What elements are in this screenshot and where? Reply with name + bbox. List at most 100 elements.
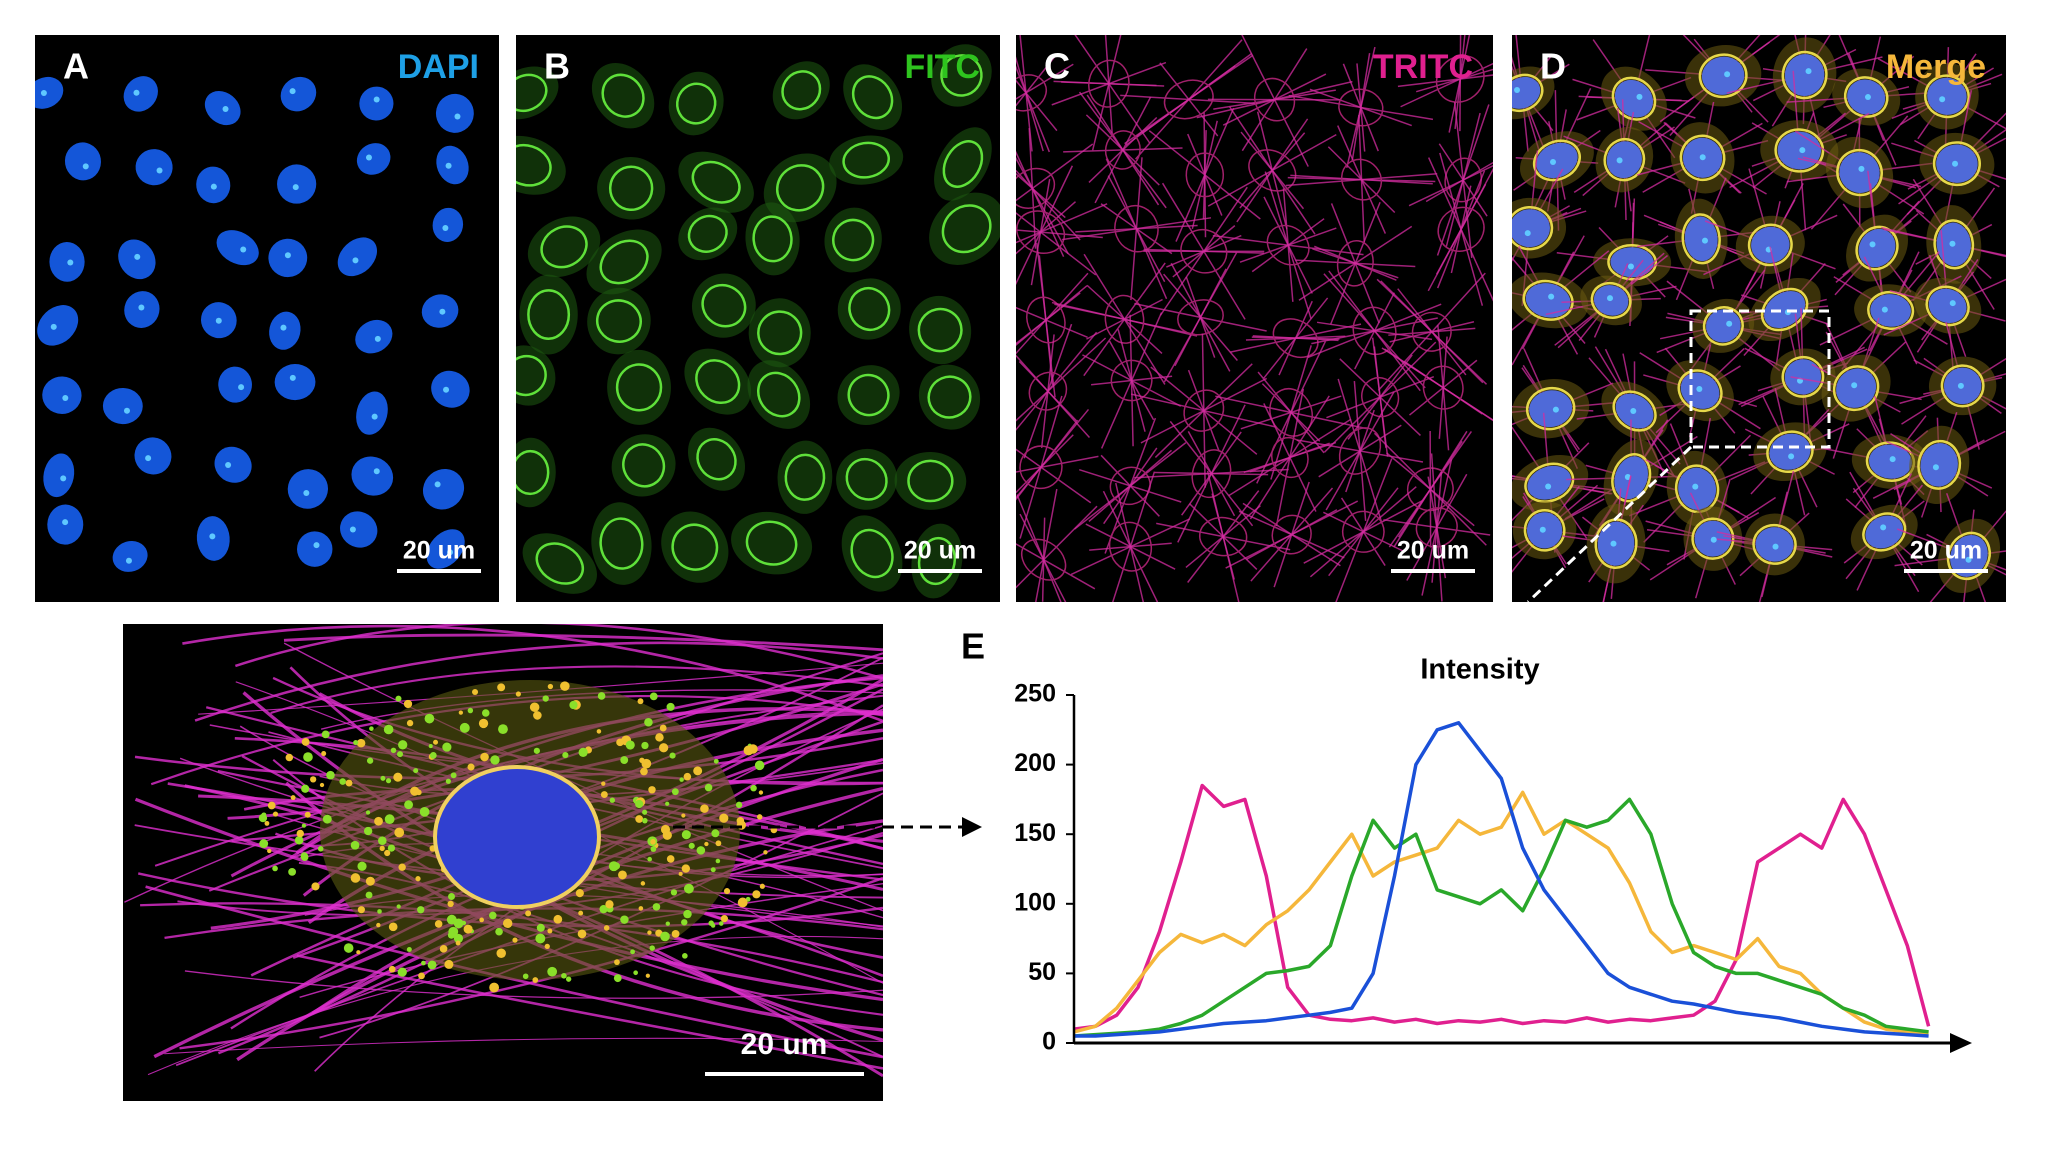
nuclear-rim bbox=[599, 517, 644, 570]
fiber bbox=[1438, 336, 1448, 439]
cytoplasm bbox=[607, 349, 671, 425]
nucleus bbox=[102, 387, 143, 425]
nuclear-rim bbox=[848, 286, 891, 332]
vesicle bbox=[301, 784, 310, 793]
vesicle bbox=[648, 786, 656, 794]
intensity-line bbox=[1074, 721, 1929, 1038]
vesicle bbox=[377, 909, 382, 914]
vesicle bbox=[394, 827, 405, 838]
nucleus bbox=[112, 541, 148, 572]
nuclear-rim bbox=[691, 160, 741, 204]
vesicle bbox=[406, 719, 414, 727]
nuclear-rim bbox=[1702, 306, 1744, 346]
nucleolus bbox=[225, 461, 232, 468]
vesicle bbox=[547, 683, 554, 690]
fiber bbox=[1111, 471, 1156, 602]
nuclear-rim bbox=[1183, 389, 1225, 432]
fiber bbox=[1016, 63, 1074, 100]
nucleus bbox=[1529, 390, 1573, 428]
panel-label: C bbox=[1044, 46, 1070, 87]
nuclear-rim bbox=[845, 457, 888, 501]
vesicle bbox=[388, 965, 396, 973]
fiber bbox=[164, 1037, 883, 1055]
nucleolus bbox=[1624, 473, 1631, 480]
fiber bbox=[1100, 454, 1160, 517]
vesicle bbox=[290, 795, 296, 801]
nucleolus bbox=[67, 259, 74, 266]
fiber bbox=[1041, 517, 1046, 602]
vesicle bbox=[498, 724, 508, 735]
fiber bbox=[1339, 358, 1421, 437]
vesicle bbox=[374, 816, 383, 826]
nuclear-rim bbox=[940, 54, 983, 97]
vesicle bbox=[428, 744, 433, 749]
vesicle bbox=[560, 681, 570, 691]
nucleolus bbox=[445, 162, 452, 169]
nuclear-rim bbox=[1594, 518, 1638, 570]
nucleus bbox=[42, 376, 82, 414]
vesicle bbox=[398, 740, 408, 750]
x-axis-arrow bbox=[1950, 1033, 1972, 1053]
cytoplasm bbox=[587, 287, 651, 355]
cytoplasm bbox=[909, 295, 972, 365]
cytoplasm bbox=[516, 437, 556, 508]
nucleus bbox=[1512, 76, 1541, 109]
nuclear-rim bbox=[1338, 427, 1382, 475]
nucleolus bbox=[1869, 241, 1876, 248]
vesicle bbox=[640, 767, 648, 776]
nuclear-rim bbox=[516, 354, 547, 397]
vesicle bbox=[406, 947, 412, 953]
micrograph: A DAPI 20 um bbox=[35, 35, 499, 602]
nuclear-rim bbox=[1016, 210, 1066, 254]
vesicle bbox=[748, 744, 758, 754]
nuclear-rim bbox=[1253, 77, 1296, 122]
fiber bbox=[1282, 188, 1294, 302]
vesicle bbox=[642, 809, 648, 815]
vesicle bbox=[445, 778, 451, 784]
nucleolus bbox=[82, 163, 89, 170]
nuclear-rim bbox=[1932, 141, 1981, 187]
nuclear-rim bbox=[1361, 376, 1400, 418]
nuclear-rim bbox=[1512, 205, 1554, 251]
cells bbox=[1512, 35, 2006, 602]
vesicle bbox=[450, 772, 457, 779]
intensity-line bbox=[1073, 790, 1929, 1036]
vesicle bbox=[735, 801, 743, 809]
vesicle bbox=[301, 823, 307, 828]
nucleus bbox=[422, 468, 465, 510]
vesicle bbox=[288, 867, 297, 876]
nuclear-rim bbox=[601, 73, 645, 118]
vesicle bbox=[322, 814, 332, 824]
nuclear-rim bbox=[1933, 219, 1975, 270]
nuclear-rim bbox=[1752, 523, 1797, 565]
fiber bbox=[1275, 388, 1305, 527]
vesicle bbox=[267, 848, 272, 854]
vesicle bbox=[515, 691, 521, 697]
vesicle bbox=[718, 921, 724, 926]
y-tick-label: 50 bbox=[1028, 958, 1056, 986]
fiber bbox=[1408, 164, 1493, 207]
nuclear-rim bbox=[1016, 74, 1048, 112]
nuclear-rim bbox=[1108, 521, 1153, 572]
vesicle bbox=[562, 751, 569, 759]
cytoplasm bbox=[763, 153, 837, 223]
vesicle bbox=[379, 845, 385, 852]
nucleus bbox=[1764, 290, 1806, 329]
intensity-line bbox=[1073, 783, 1931, 1031]
vesicle bbox=[434, 920, 443, 928]
y-tick-label: 0 bbox=[1042, 1028, 1056, 1056]
vesicle bbox=[544, 943, 550, 949]
vesicle bbox=[415, 876, 421, 882]
vesicle bbox=[547, 966, 558, 977]
nucleolus bbox=[1701, 237, 1708, 244]
nuclear-rim bbox=[832, 218, 875, 262]
nucleolus bbox=[1805, 68, 1812, 75]
vesicle bbox=[357, 906, 365, 914]
nucleolus bbox=[1699, 154, 1706, 161]
nucleolus bbox=[138, 304, 145, 311]
cells bbox=[1016, 35, 1493, 602]
vesicle bbox=[310, 776, 317, 783]
vesicle bbox=[490, 755, 500, 765]
nucleolus bbox=[62, 395, 69, 402]
nuclear-rim bbox=[1272, 318, 1319, 359]
